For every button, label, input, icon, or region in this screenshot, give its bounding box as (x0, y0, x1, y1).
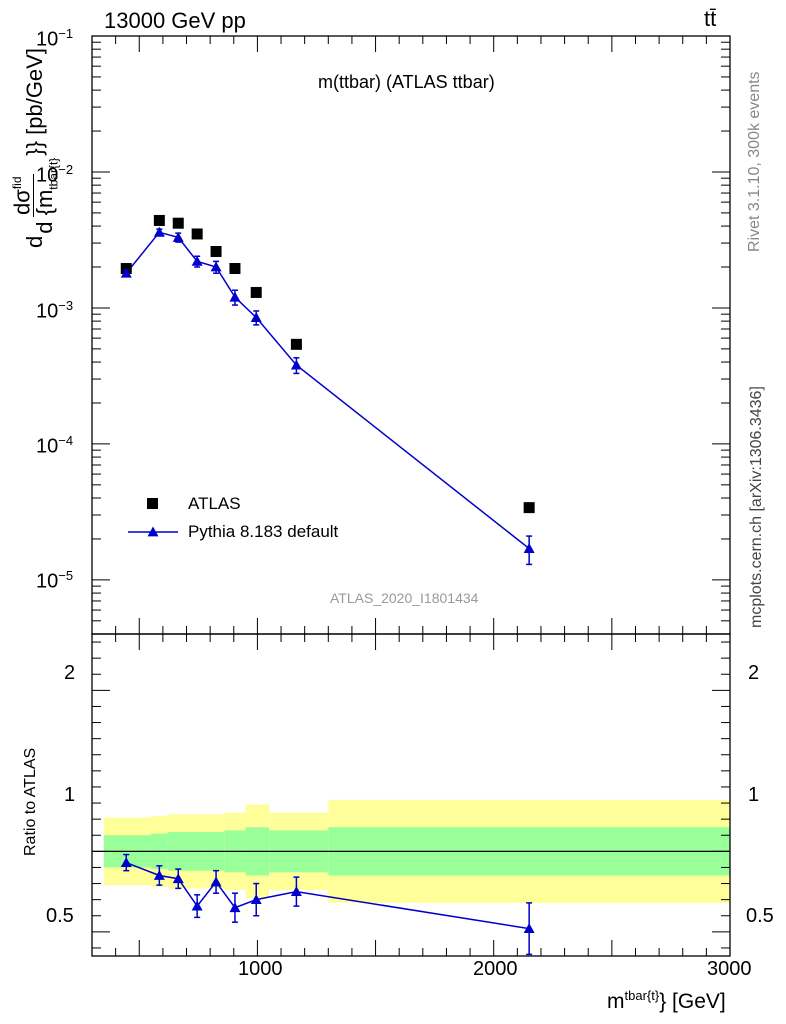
atlas-point-1 (153, 214, 165, 226)
xaxis-label-base: m (607, 990, 625, 1013)
ytick-main-3-base: 10 (36, 435, 59, 458)
ytick-main-4-base: 10 (36, 570, 59, 593)
ytick-ratio-left-2: 0.5 (46, 905, 74, 927)
mc-point-ratio-1 (153, 870, 165, 880)
legend-label-pythia: Pythia 8.183 default (188, 522, 339, 541)
atlas-point-7 (290, 338, 302, 350)
mc-line-main (125, 231, 530, 550)
ylabel-units: }} [pb/GeV] (22, 48, 48, 156)
ytick-main-2-exp: −3 (58, 298, 74, 313)
xaxis-label-sup: tbar{t} (624, 988, 660, 1003)
ytick-ratio-right-1: 1 (748, 784, 760, 806)
analysis-id: ATLAS_2020_I1801434 (330, 590, 479, 606)
mc-point-main-0 (120, 267, 132, 278)
ytick-ratio-right-0: 2 (748, 662, 760, 684)
ratio-frame (91, 633, 731, 957)
ytick-main-1: 10−2 (36, 162, 73, 188)
legend-label-atlas: ATLAS (188, 494, 241, 513)
main-ylabel: d dσfid d {mtbar{t} }} [pb/GeV] (6, 48, 65, 248)
xtick-2000: 2000 (473, 958, 518, 980)
ytick-ratio-left-0: 2 (64, 662, 76, 684)
ytick-main-2-base: 10 (36, 300, 59, 323)
mc-point-main-3 (191, 255, 203, 266)
xaxis-label-end: } [GeV] (659, 990, 726, 1013)
rivet-label: Rivet 3.1.10, 300k events (746, 71, 763, 252)
mc-point-ratio-2 (172, 873, 184, 884)
mc-point-ratio-5 (229, 902, 241, 913)
atlas-point-6 (250, 286, 262, 298)
xaxis-label: mtbar{t}} [GeV] (607, 988, 726, 1014)
ytick-main-1-exp: −2 (58, 162, 74, 177)
ylabel-numer-sup: fid (10, 176, 24, 190)
mcplots-label: mcplots.cern.ch [arXiv:1306.3436] (748, 386, 765, 628)
mc-point-main-1 (153, 226, 165, 237)
ytick-main-2: 10−3 (36, 298, 73, 324)
process-label: tt̄ (704, 6, 717, 31)
mc-point-ratio-8 (523, 923, 535, 934)
atlas-point-2 (172, 217, 184, 229)
mc-point-main-2 (172, 231, 184, 242)
main-frame (91, 35, 731, 635)
ylabel-numer-text: dσ (9, 189, 35, 215)
legend (128, 498, 178, 537)
plot-title: m(ttbar) (ATLAS ttbar) (318, 72, 495, 92)
ytick-main-4: 10−5 (36, 568, 73, 594)
xtick-3000: 3000 (707, 958, 752, 980)
ytick-ratio-right-2: 0.5 (746, 905, 774, 927)
mc-point-ratio-6 (250, 894, 262, 905)
mc-point-ratio-3 (191, 900, 203, 911)
ytick-main-3: 10−4 (36, 433, 73, 459)
axis-ticks (91, 35, 731, 956)
mc-point-main-7 (290, 359, 302, 370)
mc-point-main-6 (250, 312, 262, 322)
mc-point-ratio-0 (120, 857, 132, 868)
atlas-point-5 (229, 263, 241, 275)
ylabel-denom-text: d {m (32, 189, 58, 234)
ylabel-d: d (22, 235, 48, 248)
mc-point-ratio-7 (290, 886, 302, 896)
ytick-main-3-exp: −4 (58, 433, 74, 448)
atlas-point-3 (191, 228, 203, 240)
mc-point-main-5 (229, 291, 241, 302)
ytick-main-0-exp: −1 (58, 26, 74, 41)
ylabel-numerator: dσfid (6, 174, 35, 217)
data-markers (120, 214, 535, 956)
ratio-ylabel: Ratio to ATLAS (22, 747, 39, 856)
ytick-main-0: 10−1 (36, 26, 73, 52)
ytick-main-4-exp: −5 (58, 568, 74, 583)
mc-point-main-8 (523, 543, 535, 553)
xtick-1000: 1000 (238, 958, 283, 980)
mc-point-ratio-4 (210, 876, 222, 887)
ytick-main-1-base: 10 (36, 164, 59, 187)
ytick-ratio-left-1: 1 (64, 784, 76, 806)
plot-frames (91, 35, 731, 957)
legend-marker-atlas (147, 498, 158, 509)
ytick-main-0-base: 10 (36, 28, 59, 51)
atlas-point-8 (523, 502, 535, 514)
atlas-point-4 (210, 246, 222, 258)
legend-marker-pythia (147, 526, 159, 537)
mc-point-main-4 (210, 261, 222, 272)
energy-label: 13000 GeV pp (104, 8, 246, 33)
